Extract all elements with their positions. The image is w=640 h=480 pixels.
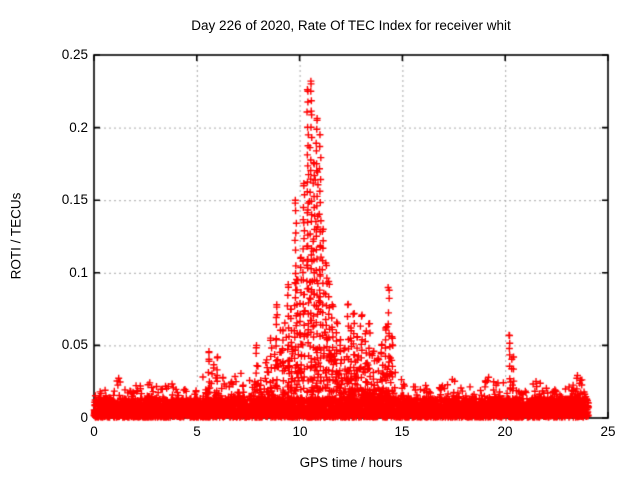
y-tick-label: 0.25 <box>61 47 88 62</box>
y-tick-label: 0.05 <box>61 337 88 352</box>
chart-title: Day 226 of 2020, Rate Of TEC Index for r… <box>191 18 511 33</box>
x-tick-label: 15 <box>394 424 410 439</box>
y-tick-label: 0.15 <box>61 192 88 207</box>
x-tick-label: 10 <box>292 424 308 439</box>
x-tick-label: 5 <box>193 424 201 439</box>
x-tick-label: 25 <box>600 424 616 439</box>
y-tick-label: 0 <box>80 410 88 425</box>
y-tick-label: 0.1 <box>69 265 88 280</box>
x-tick-label: 20 <box>497 424 513 439</box>
y-tick-label: 0.2 <box>69 120 88 135</box>
x-tick-label: 0 <box>90 424 98 439</box>
y-axis-label: ROTI / TECUs <box>8 192 24 280</box>
x-axis-label: GPS time / hours <box>299 455 403 470</box>
